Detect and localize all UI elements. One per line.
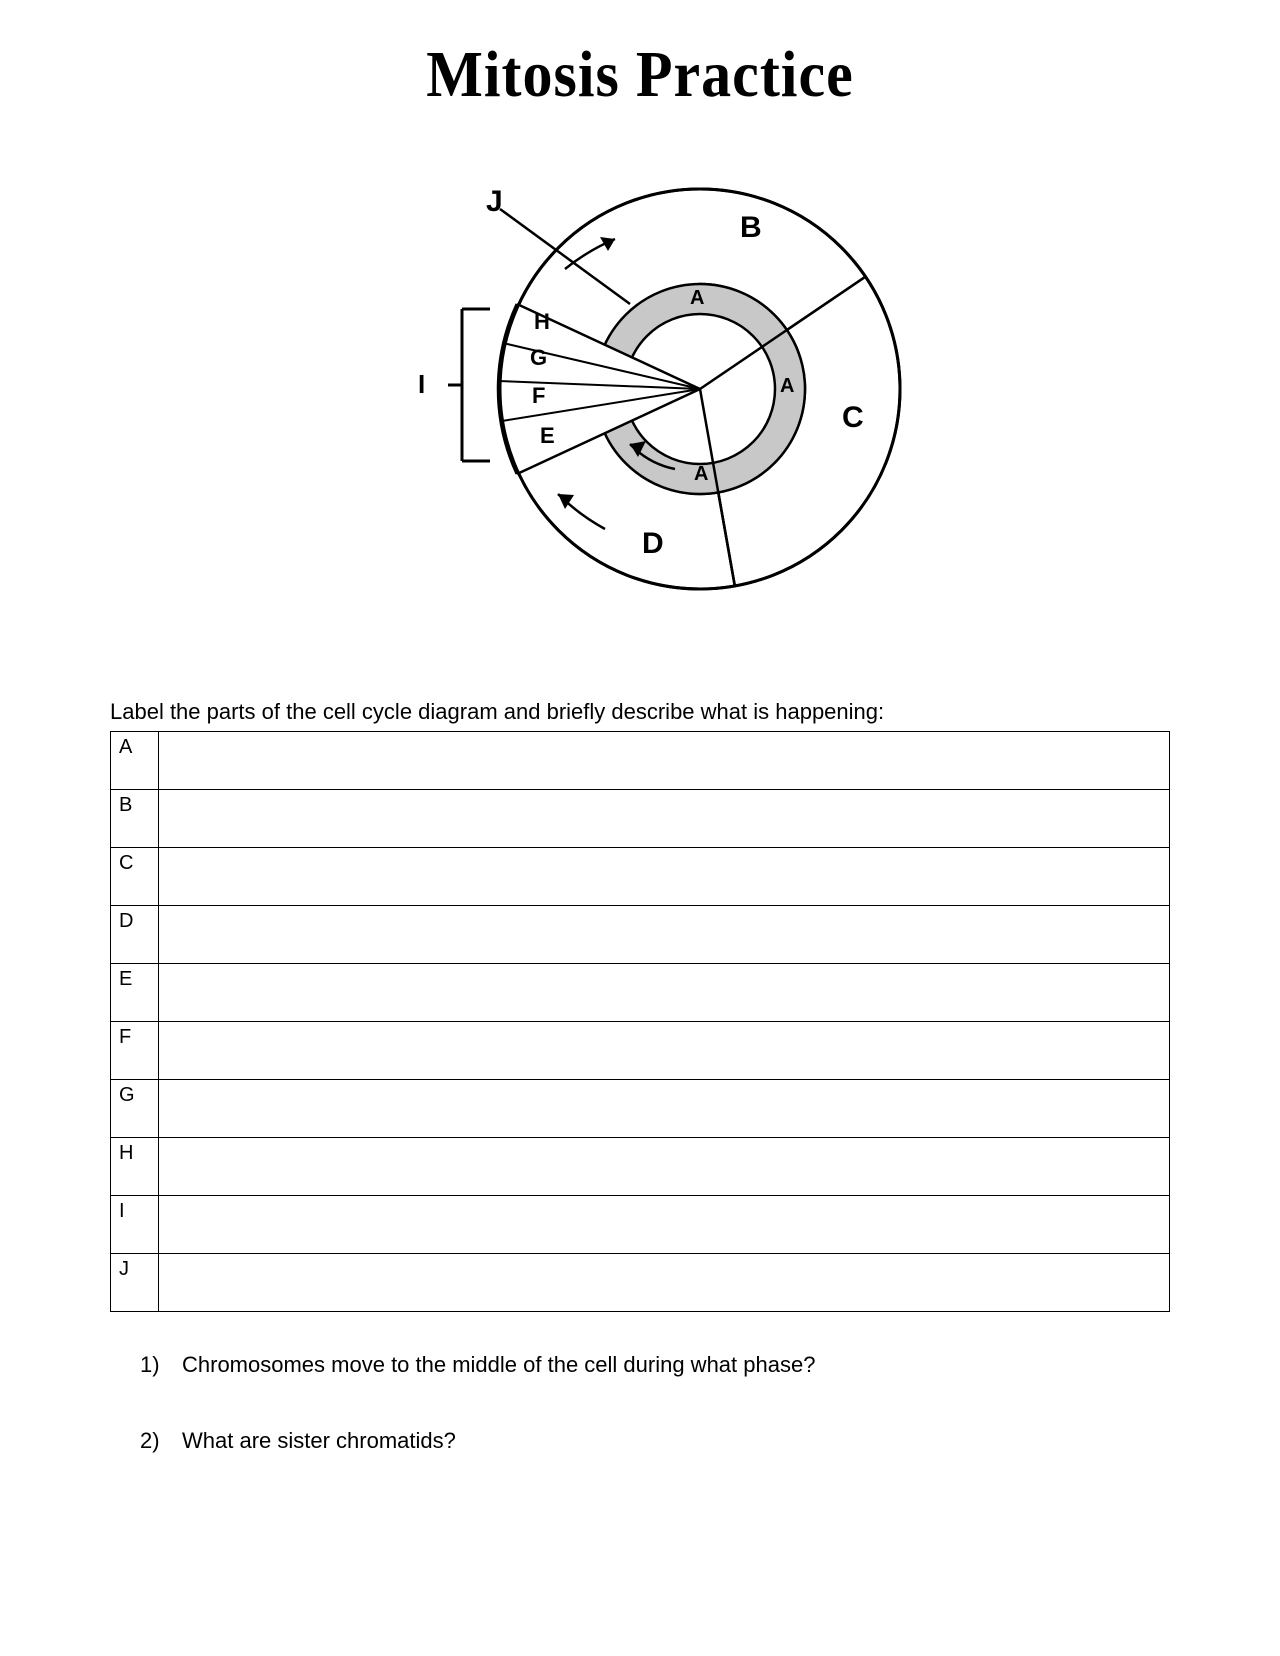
question-number: 2) bbox=[140, 1428, 168, 1454]
row-letter: G bbox=[111, 1080, 159, 1138]
question-item: 2) What are sister chromatids? bbox=[140, 1428, 1170, 1454]
row-letter: E bbox=[111, 964, 159, 1022]
table-row: D bbox=[111, 906, 1170, 964]
table-row: B bbox=[111, 790, 1170, 848]
questions-list: 1) Chromosomes move to the middle of the… bbox=[110, 1352, 1170, 1454]
diagram-label-d: D bbox=[642, 527, 664, 561]
row-letter: A bbox=[111, 732, 159, 790]
diagram-label-a2: A bbox=[780, 375, 794, 398]
diagram-label-e: E bbox=[540, 423, 555, 449]
question-item: 1) Chromosomes move to the middle of the… bbox=[140, 1352, 1170, 1378]
diagram-label-g: G bbox=[530, 345, 547, 371]
row-answer[interactable] bbox=[159, 732, 1170, 790]
diagram-label-j: J bbox=[486, 185, 503, 219]
row-letter: J bbox=[111, 1254, 159, 1312]
diagram-label-b: B bbox=[740, 211, 762, 245]
table-row: I bbox=[111, 1196, 1170, 1254]
diagram-label-a3: A bbox=[694, 463, 708, 486]
table-row: F bbox=[111, 1022, 1170, 1080]
instructions-text: Label the parts of the cell cycle diagra… bbox=[110, 699, 1170, 725]
row-answer[interactable] bbox=[159, 1138, 1170, 1196]
row-answer[interactable] bbox=[159, 964, 1170, 1022]
question-number: 1) bbox=[140, 1352, 168, 1378]
row-answer[interactable] bbox=[159, 1080, 1170, 1138]
row-answer[interactable] bbox=[159, 906, 1170, 964]
table-row: G bbox=[111, 1080, 1170, 1138]
table-row: C bbox=[111, 848, 1170, 906]
cell-cycle-diagram: J B C D I H G F E A A A bbox=[110, 159, 1170, 639]
question-text: What are sister chromatids? bbox=[182, 1428, 456, 1454]
question-text: Chromosomes move to the middle of the ce… bbox=[182, 1352, 815, 1378]
table-row: J bbox=[111, 1254, 1170, 1312]
row-answer[interactable] bbox=[159, 1254, 1170, 1312]
row-answer[interactable] bbox=[159, 848, 1170, 906]
diagram-label-a1: A bbox=[690, 287, 704, 310]
table-row: A bbox=[111, 732, 1170, 790]
row-answer[interactable] bbox=[159, 1022, 1170, 1080]
answer-table: A B C D E F G H I J bbox=[110, 731, 1170, 1312]
page-title: Mitosis Practice bbox=[110, 37, 1170, 113]
row-letter: C bbox=[111, 848, 159, 906]
diagram-label-f: F bbox=[532, 383, 545, 409]
row-letter: H bbox=[111, 1138, 159, 1196]
row-answer[interactable] bbox=[159, 1196, 1170, 1254]
row-answer[interactable] bbox=[159, 790, 1170, 848]
row-letter: F bbox=[111, 1022, 159, 1080]
diagram-label-h: H bbox=[534, 309, 550, 335]
row-letter: B bbox=[111, 790, 159, 848]
diagram-label-i: I bbox=[418, 369, 425, 400]
table-row: H bbox=[111, 1138, 1170, 1196]
row-letter: D bbox=[111, 906, 159, 964]
diagram-label-c: C bbox=[842, 401, 864, 435]
table-row: E bbox=[111, 964, 1170, 1022]
row-letter: I bbox=[111, 1196, 159, 1254]
